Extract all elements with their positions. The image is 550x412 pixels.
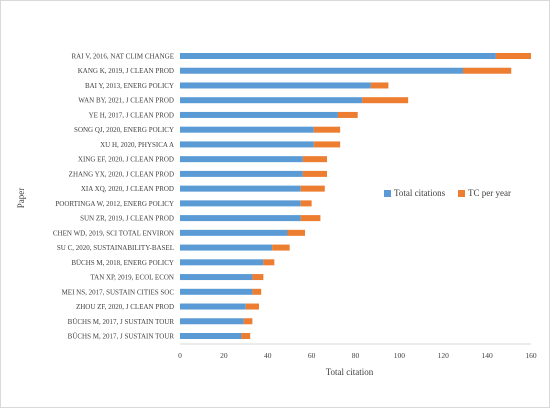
bars-group [180,53,531,339]
category-label: POORTINGA W, 2012, ENERG POLICY [55,200,174,208]
bar-tc-per-year [300,215,321,222]
bar-total-citations [180,200,301,207]
category-label: XU H, 2020, PHYSICA A [100,141,174,149]
bar-total-citations [180,67,463,74]
x-tick-label: 160 [525,351,537,360]
category-label: BÜCHS M, 2017, J SUSTAIN TOUR [68,318,175,326]
legend: Total citations TC per year [384,188,511,198]
legend-swatch-total-citations [384,190,391,197]
x-tick-label: 140 [482,351,494,360]
bar-tc-per-year [245,303,259,310]
category-label: CHEN WD, 2019, SCI TOTAL ENVIRON [53,229,174,237]
category-label: BAI Y, 2013, ENERG POLICY [85,82,174,90]
bar-tc-per-year [241,333,251,339]
category-label: RAI V, 2016, NAT CLIM CHANGE [72,53,174,61]
bar-tc-per-year [263,259,275,266]
bar-tc-per-year [252,274,264,281]
category-label: ZHOU ZF, 2020, J CLEAN PROD [76,303,174,311]
category-label: WAN BY, 2021, J CLEAN PROD [78,97,174,105]
bar-total-citations [180,244,273,251]
category-label: SUN ZR, 2019, J CLEAN PROD [80,215,174,223]
bar-tc-per-year [252,288,262,295]
bar-total-citations [180,303,246,310]
bar-tc-per-year [302,170,327,177]
bar-tc-per-year [287,229,306,236]
x-tick-label: 0 [178,351,182,360]
bar-total-citations [180,274,253,281]
bar-total-citations [180,318,244,325]
x-tick-label: 60 [308,351,316,360]
x-tick-label: 120 [438,351,450,360]
x-tick-labels: 0 20 40 60 80 100 120 140 160 [178,351,537,360]
bar-total-citations [180,185,301,192]
bar-total-citations [180,229,288,236]
legend-label-total-citations: Total citations [394,188,446,198]
category-label: XIA XQ, 2020, J CLEAN PROD [81,185,174,193]
x-axis-title: Total citation [326,367,374,377]
bar-tc-per-year [370,82,389,89]
category-label: SU C, 2020, SUSTAINABILITY-BASEL [57,244,174,252]
category-label: MEI NS, 2017, SUSTAIN CITIES SOC [62,288,175,296]
category-label: TAN XP, 2019, ECOL ECON [90,274,174,282]
legend-label-tc-per-year: TC per year [468,188,511,198]
bar-tc-per-year [362,97,409,104]
bar-total-citations [180,156,303,163]
bar-total-citations [180,126,314,133]
bar-total-citations [180,333,242,339]
x-tick-label: 40 [264,351,272,360]
bar-tc-per-year [272,244,290,251]
category-label: XING EF, 2020, J CLEAN PROD [78,156,174,164]
bar-tc-per-year [337,111,358,118]
category-label: YE H, 2017, J CLEAN PROD [89,111,174,119]
category-labels: RAI V, 2016, NAT CLIM CHANGE KANG K, 2019… [53,53,174,341]
bar-total-citations [180,170,303,177]
category-label: BÜCHS M, 2018, ENERG POLICY [71,259,174,267]
bar-tc-per-year [300,185,325,192]
bar-total-citations [180,215,301,222]
bar-tc-per-year [300,200,312,207]
bar-tc-per-year [313,126,341,133]
x-tick-label: 20 [220,351,228,360]
x-tick-label: 80 [352,351,360,360]
bar-tc-per-year [495,53,531,59]
category-label: BÜCHS M, 2017, J SUSTAIN TOUR [68,333,175,341]
bar-tc-per-year [302,156,327,163]
category-label: SONG QJ, 2020, ENERG POLICY [74,126,174,134]
bar-tc-per-year [243,318,253,325]
bar-tc-per-year [313,141,341,148]
y-axis-title: Paper [16,188,26,209]
bar-total-citations [180,82,371,89]
bar-tc-per-year [462,67,512,74]
bar-total-citations [180,97,363,104]
bar-total-citations [180,259,264,266]
bar-total-citations [180,111,338,118]
category-label: KANG K, 2019, J CLEAN PROD [78,67,174,75]
category-label: ZHANG YX, 2020, J CLEAN PROD [69,170,174,178]
bar-total-citations [180,288,253,295]
legend-swatch-tc-per-year [458,190,465,197]
bar-total-citations [180,53,496,59]
bar-total-citations [180,141,314,148]
x-tick-label: 100 [394,351,406,360]
